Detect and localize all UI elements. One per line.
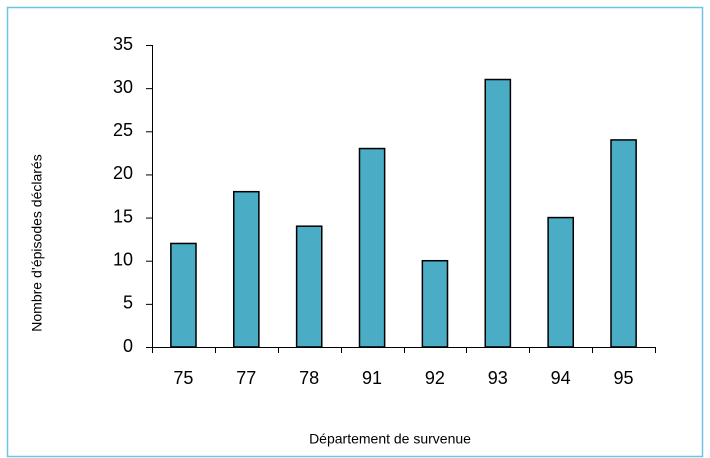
y-tick-label: 25 xyxy=(113,120,133,140)
bar xyxy=(484,78,512,348)
bar xyxy=(295,225,323,348)
x-tick-label: 75 xyxy=(173,368,193,388)
x-tick-label: 95 xyxy=(614,368,634,388)
x-tick-label: 91 xyxy=(362,368,382,388)
frame xyxy=(6,6,704,458)
x-axis-title: Département de survenue xyxy=(309,431,471,447)
y-tick-label: 5 xyxy=(123,293,133,313)
y-tick-label: 35 xyxy=(113,34,133,54)
y-tick-label: 10 xyxy=(113,249,133,269)
y-tick-label: 20 xyxy=(113,163,133,183)
x-tick-label: 93 xyxy=(488,368,508,388)
bar xyxy=(232,190,260,348)
y-tick-label: 0 xyxy=(123,336,133,356)
y-axis-title: Nombre d’épisodes déclarés xyxy=(29,154,45,331)
x-tick-label: 94 xyxy=(551,368,571,388)
x-tick-label: 78 xyxy=(299,368,319,388)
y-tick-label: 30 xyxy=(113,77,133,97)
x-tick-label: 92 xyxy=(425,368,445,388)
bar xyxy=(547,216,575,348)
x-tick-label: 77 xyxy=(236,368,256,388)
bar xyxy=(421,259,449,348)
y-tick-label: 15 xyxy=(113,206,133,226)
bar xyxy=(610,139,637,348)
bar xyxy=(358,147,386,348)
bar xyxy=(170,242,197,348)
